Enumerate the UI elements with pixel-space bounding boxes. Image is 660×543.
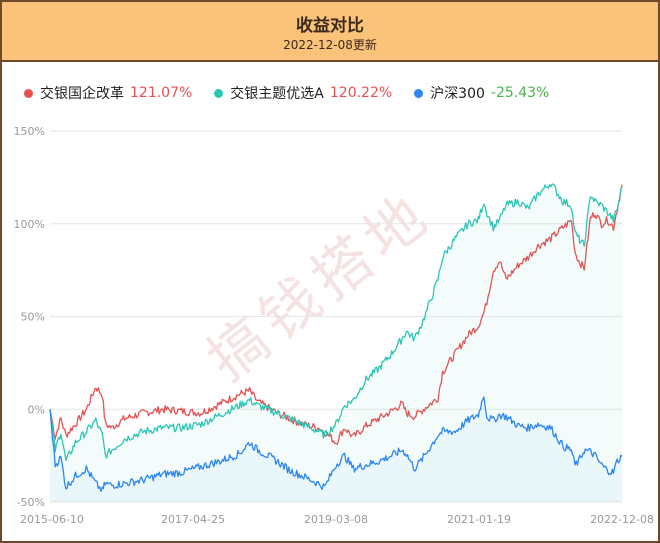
chart-subtitle: 2022-12-08更新 (283, 38, 377, 52)
legend-dot-icon (24, 88, 33, 98)
legend-item-series-3[interactable]: 沪深300 -25.43% (414, 83, 549, 103)
legend-label: 交银国企改革 (40, 86, 124, 102)
series-area-3 (50, 397, 622, 502)
legend-value: 120.22% (329, 85, 393, 101)
legend-dot-icon (214, 88, 224, 98)
legend: 交银国企改革 121.07% 交银主题优选A 120.22% 沪深300 -25… (24, 82, 571, 104)
chart-title: 收益对比 (296, 16, 364, 36)
legend-item-series-1[interactable]: 交银国企改革 121.07% (24, 83, 192, 103)
series-line-2 (49, 183, 623, 462)
x-tick-label: 2021-01-19 (447, 513, 511, 526)
legend-item-series-2[interactable]: 交银主题优选A 120.22% (214, 83, 392, 103)
x-tick-label: 2017-04-25 (161, 513, 225, 526)
x-tick-label: 2022-12-08 (590, 513, 654, 526)
legend-label: 交银主题优选A (230, 86, 324, 102)
series-area-2 (50, 184, 622, 502)
legend-value: 121.07% (130, 85, 193, 101)
y-tick-label: 0% (28, 403, 45, 416)
y-tick-label: 50% (21, 311, 45, 324)
series-line-3 (49, 396, 623, 493)
legend-dot-icon (414, 88, 424, 98)
y-tick-label: 100% (14, 218, 45, 231)
y-tick-label: -50% (17, 496, 45, 509)
x-tick-label: 2019-03-08 (304, 513, 368, 526)
series-line-1 (49, 184, 623, 445)
x-tick-label: 2015-06-10 (20, 513, 84, 526)
y-tick-label: 150% (14, 125, 45, 138)
header-bar: 收益对比 2022-12-08更新 (2, 2, 658, 62)
legend-label: 沪深300 (430, 86, 485, 102)
legend-value: -25.43% (490, 85, 550, 101)
